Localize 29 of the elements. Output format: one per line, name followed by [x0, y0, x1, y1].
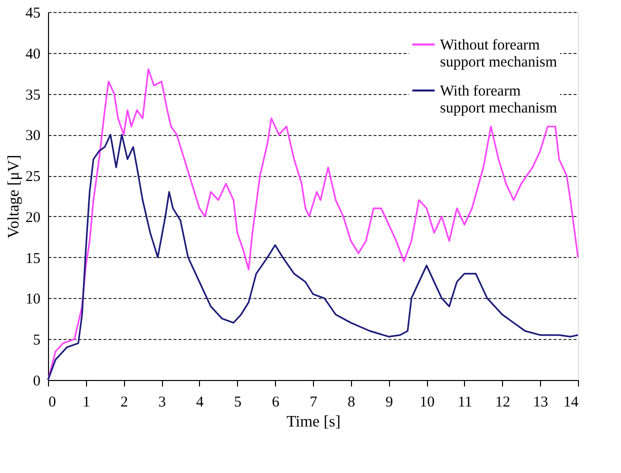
x-tick-label: 6 [272, 394, 280, 410]
x-tick-label: 13 [533, 394, 548, 410]
y-tick-label: 10 [26, 292, 40, 308]
y-tick-label: 5 [33, 332, 40, 349]
x-tick-label: 5 [234, 394, 242, 410]
x-tick-label: 14 [564, 394, 579, 410]
x-tick-label: 0 [48, 394, 56, 410]
y-tick-label: 15 [26, 250, 40, 267]
x-tick-label: 9 [385, 394, 393, 410]
x-tick-label: 2 [120, 394, 128, 410]
x-tick-label: 12 [495, 394, 510, 410]
y-tick-label: 25 [26, 169, 40, 186]
y-tick-label: 20 [26, 210, 40, 226]
x-tick-label: 10 [420, 394, 435, 410]
y-tick-label: 30 [26, 128, 40, 144]
x-tick-label: 4 [196, 394, 204, 410]
legend-label: Without forearm support mechanism [440, 38, 558, 70]
x-tick-label: 8 [348, 394, 356, 410]
x-tick-label: 1 [82, 394, 90, 410]
y-axis-title: Voltage [μV] [6, 154, 22, 238]
y-tick-label: 0 [33, 374, 40, 390]
x-axis-title: Time [s] [286, 414, 341, 430]
y-tick-label: 40 [26, 46, 40, 62]
x-tick-label: 3 [158, 394, 166, 410]
legend-label: With forearm support mechanism [440, 84, 558, 116]
x-tick-label: 7 [310, 394, 318, 410]
x-tick-label: 11 [458, 394, 472, 410]
y-tick-label: 35 [26, 87, 40, 104]
y-tick-label: 45 [26, 6, 40, 22]
